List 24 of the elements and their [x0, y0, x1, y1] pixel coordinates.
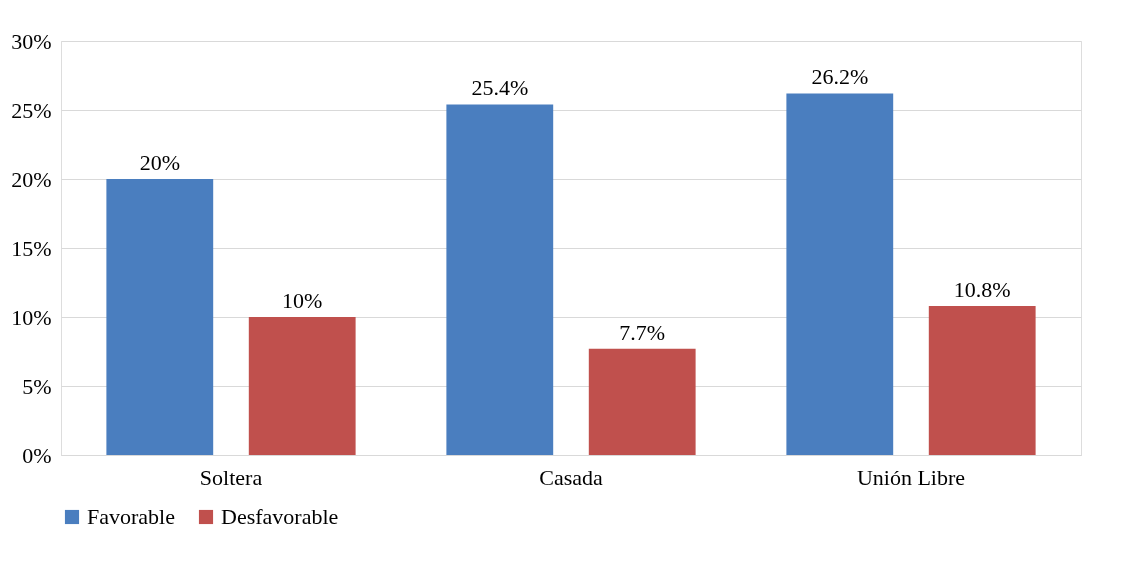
legend-label: Favorable: [87, 504, 175, 529]
x-tick-label: Unión Libre: [856, 464, 966, 490]
bar: [588, 348, 696, 455]
bar: [928, 305, 1036, 455]
y-tick-label: 15%: [11, 235, 52, 261]
y-tick-label: 10%: [11, 304, 52, 330]
x-tick-label: Soltera: [199, 464, 263, 490]
data-label: 20%: [139, 150, 180, 175]
data-label: 10.8%: [953, 276, 1011, 302]
legend-label: Desfavorable: [221, 504, 339, 529]
data-label: 7.7%: [619, 319, 666, 345]
y-tick-label: 30%: [11, 28, 52, 54]
y-tick-label: 0%: [22, 442, 52, 468]
data-label: 10%: [282, 288, 323, 313]
y-tick-label: 20%: [11, 166, 52, 192]
data-label: 26.2%: [811, 64, 869, 90]
data-label: 25.4%: [471, 75, 529, 101]
bar: [106, 179, 214, 455]
y-tick-label: 5%: [22, 373, 52, 399]
bar: [446, 104, 554, 455]
bar: [786, 93, 894, 455]
bar: [248, 317, 356, 455]
y-tick-label: 25%: [11, 97, 52, 123]
x-tick-label: Casada: [539, 464, 603, 490]
